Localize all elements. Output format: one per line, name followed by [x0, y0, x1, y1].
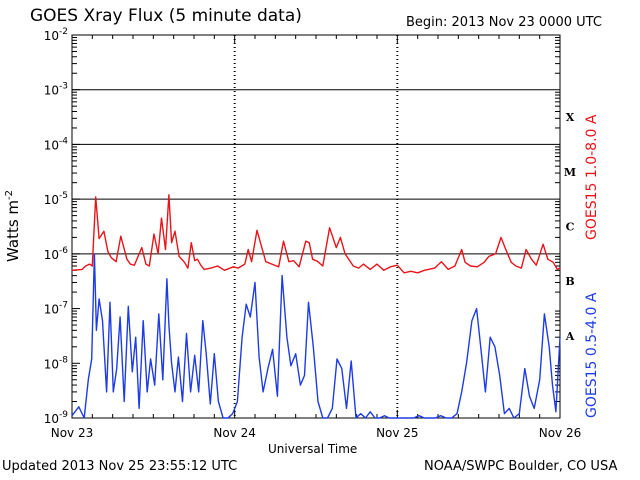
series-lines [71, 194, 561, 419]
legend-long-channel: GOES15 1.0-8.0 A [584, 114, 600, 240]
flare-class-label: M [564, 166, 576, 179]
updated-timestamp: Updated 2013 Nov 25 23:55:12 UTC [2, 459, 238, 474]
series-line-1 [71, 194, 561, 274]
y-tick-label: 10-3 [44, 82, 68, 98]
begin-timestamp: Begin: 2013 Nov 23 0000 UTC [406, 15, 602, 30]
y-tick-label: 10-5 [44, 191, 68, 207]
x-tick-label: Nov 24 [213, 426, 256, 440]
y-tick-label: 10-4 [44, 136, 69, 152]
y-axis-title: Watts m-2 [4, 189, 22, 262]
x-tick-labels: Nov 23 Nov 24 Nov 25 Nov 26 [51, 426, 582, 440]
flare-class-label: C [566, 221, 575, 234]
flare-class-label: B [565, 275, 574, 288]
decade-gridlines [72, 89, 560, 255]
axis-minor-ticks [71, 35, 561, 419]
flare-class-label: X [566, 111, 575, 124]
flare-class-labels: A B C M X [564, 111, 576, 343]
x-tick-label: Nov 26 [539, 426, 582, 440]
plot-frame [71, 34, 561, 419]
y-tick-label: 10-7 [44, 301, 68, 317]
y-tick-label: 10-2 [44, 27, 68, 43]
x-tick-label: Nov 25 [376, 426, 419, 440]
x-tick-label: Nov 23 [51, 426, 94, 440]
chart-title: GOES Xray Flux (5 minute data) [30, 6, 302, 26]
y-tick-label: 10-8 [44, 355, 69, 371]
y-tick-labels: 10-9 10-8 10-7 10-6 10-5 10-4 10-3 10-2 [44, 27, 69, 426]
x-axis-title: Universal Time [268, 442, 358, 456]
flare-class-label: A [565, 330, 575, 343]
credit-line: NOAA/SWPC Boulder, CO USA [424, 459, 618, 474]
y-tick-label: 10-9 [44, 410, 69, 426]
y-tick-label: 10-6 [44, 246, 69, 262]
legend-short-channel: GOES15 0.5-4.0 A [584, 292, 600, 418]
series-line-2 [71, 253, 561, 419]
